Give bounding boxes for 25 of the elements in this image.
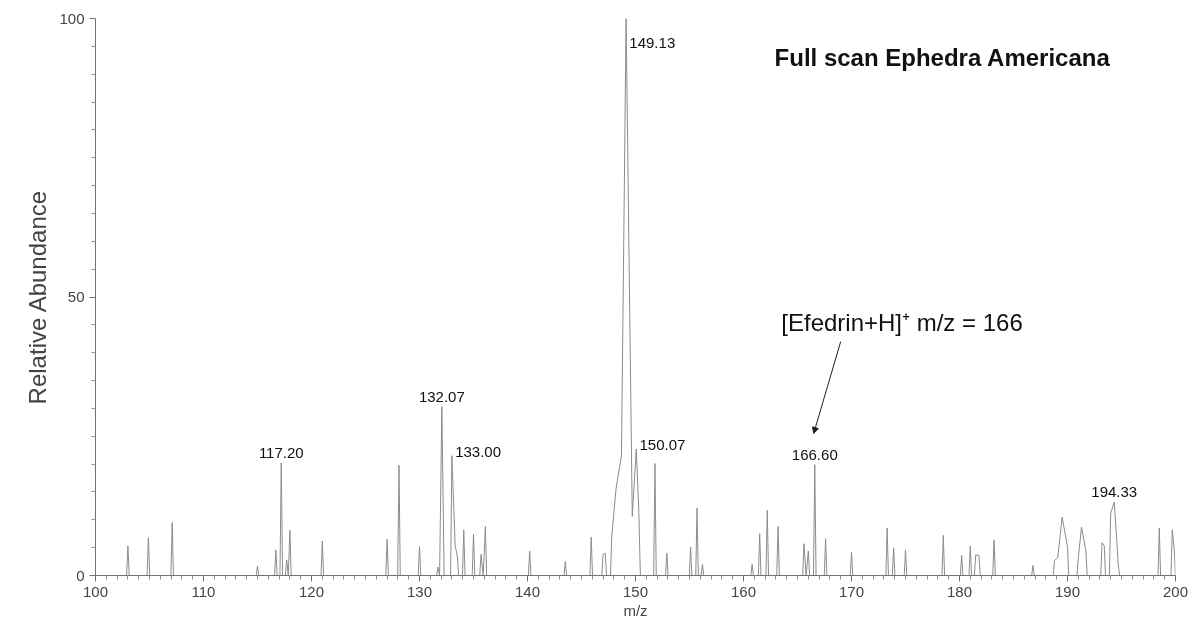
annotation: 117.20: [258, 443, 304, 461]
x-tick-label: 160: [730, 582, 757, 600]
annotation: 194.33: [1091, 482, 1138, 500]
annotation: [Efedrin+H]⁺ m/z = 166: [781, 308, 1023, 336]
y-tick-label: 100: [59, 9, 85, 27]
text: Full scan Ephedra Americana: [774, 44, 1111, 72]
y-axis-title: Relative Abundance: [24, 190, 52, 405]
x-tick-label: 120: [298, 582, 325, 600]
annotation: 150.07: [639, 436, 686, 454]
annotation: 149.13: [629, 33, 676, 51]
x-tick-label: 200: [1162, 582, 1189, 600]
y-tick-label: 50: [67, 288, 85, 305]
annotation: 133.00: [455, 442, 502, 460]
annotation: 132.07: [418, 387, 465, 405]
x-tick-label: 130: [406, 582, 433, 600]
x-tick-label: 110: [191, 582, 216, 600]
x-tick-label: 180: [946, 582, 973, 600]
x-axis-title: m/z: [623, 601, 648, 619]
x-tick-label: 140: [514, 582, 541, 600]
x-tick-label: 170: [838, 582, 865, 600]
x-tick-label: 150: [622, 582, 649, 600]
annotation: 166.60: [791, 445, 838, 463]
x-tick-label: 100: [82, 582, 109, 600]
y-tick-label: 0: [76, 566, 85, 584]
x-tick-label: 190: [1054, 582, 1081, 600]
